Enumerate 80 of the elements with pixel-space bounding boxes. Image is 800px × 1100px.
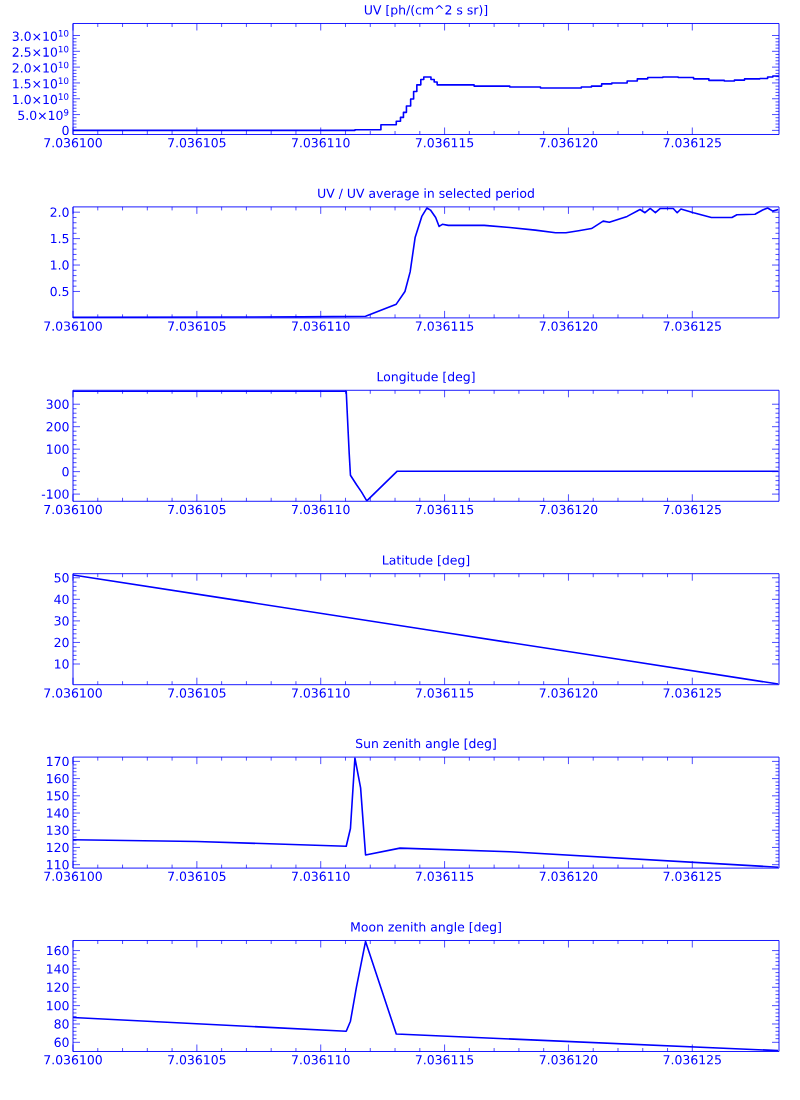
x-tick-label: 7.036100 — [44, 871, 102, 882]
x-tick-label: 7.036105 — [168, 871, 226, 882]
x-tick-label: 7.036120 — [539, 321, 598, 331]
x-tick-label: 7.036125 — [663, 688, 721, 698]
y-tick-label: 2.0×10$^{10}$ — [12, 61, 69, 73]
y-tick-label: 50 — [54, 573, 69, 583]
x-tick-label: 7.036125 — [663, 504, 721, 515]
y-tick-label: 1.0 — [51, 260, 69, 270]
y-tick-label: 20 — [54, 637, 69, 648]
y-tick-label: 120 — [47, 982, 69, 992]
chart-title: UV / UV average in selected period — [318, 188, 534, 201]
x-tick-label: 7.036115 — [415, 504, 474, 515]
x-tick-label: 7.036110 — [292, 138, 350, 148]
x-tick-label: 7.036115 — [415, 321, 474, 331]
x-tick-label: 7.036120 — [539, 504, 598, 515]
x-tick-label: 7.036115 — [415, 138, 474, 148]
y-tick-label: 1.0×10$^{10}$ — [13, 93, 69, 105]
y-tick-label: 1.5 — [51, 233, 69, 244]
y-tick-label: 140 — [47, 808, 69, 818]
x-tick-label: 7.036100 — [44, 138, 102, 148]
y-tick-label: 120 — [47, 842, 69, 853]
x-tick-label: 7.036125 — [663, 1055, 721, 1065]
y-tick-label: 3.0×10$^{10}$ — [12, 30, 69, 41]
x-tick-label: 7.036110 — [292, 871, 350, 882]
x-tick-label: 7.036120 — [539, 871, 598, 882]
y-tick-label: 2.5×10$^{10}$ — [12, 45, 69, 57]
line-series — [73, 757, 780, 869]
y-tick-label: 40 — [54, 594, 69, 605]
x-tick-label: 7.036125 — [663, 871, 721, 882]
line-series — [73, 940, 780, 1052]
chart-title: Moon zenith angle [deg] — [351, 921, 501, 934]
y-tick-label: 10 — [55, 659, 69, 669]
y-tick-label: 150 — [47, 791, 69, 801]
y-tick-label: 2.0 — [50, 207, 69, 217]
x-tick-label: 7.036100 — [44, 1055, 102, 1065]
y-tick-label: 80 — [54, 1019, 69, 1029]
line-series — [73, 390, 780, 502]
x-tick-label: 7.036115 — [415, 688, 474, 698]
x-tick-label: 7.036105 — [168, 504, 226, 515]
chart-title: Longitude [deg] — [377, 371, 475, 384]
x-tick-label: 7.036115 — [415, 871, 474, 882]
x-tick-label: 7.036110 — [292, 504, 350, 515]
x-tick-label: 7.036125 — [663, 138, 721, 148]
chart-title: Latitude [deg] — [383, 555, 470, 568]
y-tick-label: 0 — [62, 466, 69, 477]
chart-title: Sun zenith angle [deg] — [356, 738, 496, 751]
y-tick-label: 300 — [46, 399, 69, 409]
y-tick-label: 30 — [54, 616, 69, 626]
y-tick-label: 100 — [47, 1000, 69, 1011]
x-tick-label: 7.036105 — [168, 321, 226, 331]
x-tick-label: 7.036110 — [292, 1055, 350, 1065]
x-tick-label: 7.036125 — [663, 321, 721, 331]
y-tick-label: 170 — [47, 756, 69, 767]
y-tick-label: 130 — [47, 825, 69, 835]
x-tick-label: 7.036100 — [44, 321, 102, 331]
y-tick-label: 140 — [47, 964, 69, 974]
x-tick-label: 7.036105 — [168, 688, 226, 698]
y-tick-label: 160 — [47, 945, 69, 956]
y-tick-label: 110 — [47, 859, 69, 870]
x-tick-label: 7.036120 — [539, 688, 598, 698]
x-tick-label: 7.036120 — [539, 1055, 598, 1065]
y-tick-label: 60 — [54, 1037, 69, 1048]
x-tick-label: 7.036110 — [292, 321, 350, 331]
line-series — [73, 574, 780, 685]
x-tick-label: 7.036100 — [44, 688, 102, 698]
y-tick-label: 160 — [47, 773, 69, 784]
x-tick-label: 7.036120 — [539, 138, 598, 148]
x-tick-label: 7.036115 — [415, 1055, 474, 1065]
chart-title: UV [ph/(cm^2 s sr)] — [364, 4, 488, 17]
y-tick-label: 1.5×10$^{10}$ — [13, 77, 69, 89]
x-tick-label: 7.036105 — [168, 1055, 226, 1065]
y-tick-label: 100 — [47, 444, 69, 454]
y-tick-label: 0.5 — [50, 286, 69, 297]
y-tick-label: -100 — [41, 489, 69, 499]
x-tick-label: 7.036110 — [292, 688, 350, 698]
y-tick-label: 5.0×10$^{9}$ — [18, 109, 69, 121]
x-tick-label: 7.036105 — [168, 138, 226, 148]
y-tick-label: 0 — [62, 125, 69, 136]
y-tick-label: 200 — [46, 421, 69, 432]
x-tick-label: 7.036100 — [44, 504, 102, 515]
